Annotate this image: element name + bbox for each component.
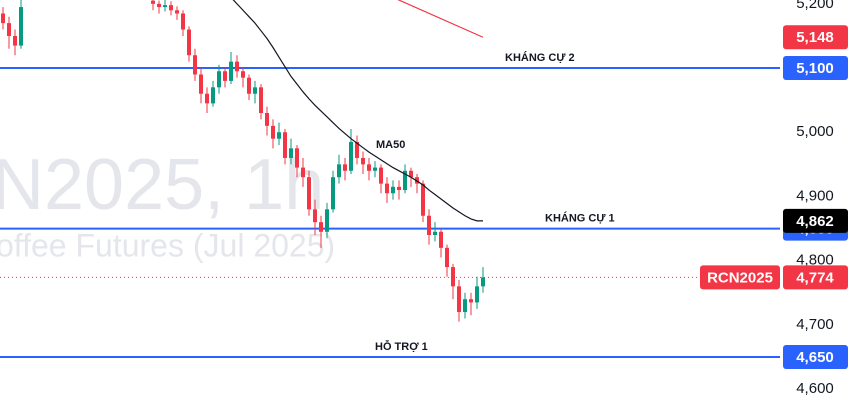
y-tick-label: 4,900	[796, 187, 834, 204]
candle-body	[19, 7, 23, 46]
candle-body	[469, 299, 473, 303]
candle-body	[187, 29, 191, 56]
candle-body	[433, 231, 437, 235]
candle-body	[373, 167, 377, 171]
candle-body	[481, 277, 485, 287]
candle-body	[385, 183, 389, 194]
candle-body	[205, 93, 209, 104]
price-tag-label: 4,774	[796, 269, 834, 286]
candle-body	[427, 215, 431, 235]
level-label: KHÁNG CỰ 2	[505, 51, 575, 64]
candle-body	[193, 55, 197, 75]
candle-body	[7, 23, 11, 36]
candle-body	[331, 177, 335, 210]
candle-body	[391, 186, 395, 194]
watermark-symbol: N2025, 1h	[0, 145, 324, 225]
candle-body	[313, 209, 317, 223]
candle-body	[163, 5, 167, 8]
price-tag	[783, 344, 848, 369]
level-label: KHÁNG CỰ 1	[545, 211, 615, 224]
candle-body	[307, 177, 311, 210]
ma-label: MA50	[376, 139, 405, 151]
y-tick-label: 5,000	[796, 123, 834, 140]
candle-body	[301, 167, 305, 178]
candle-body	[439, 231, 443, 248]
trend-line	[397, 0, 484, 38]
candle-body	[229, 61, 233, 81]
candle-body	[223, 71, 227, 81]
candle-body	[259, 87, 263, 114]
candle-body	[403, 170, 407, 191]
candle-body	[199, 74, 203, 94]
candle-body	[181, 13, 185, 30]
candle-body	[211, 87, 215, 104]
candle-body	[367, 164, 371, 171]
candle-body	[409, 170, 413, 178]
candle-body	[241, 71, 245, 78]
candle-body	[319, 222, 323, 232]
candle-body	[457, 286, 461, 313]
candle-body	[325, 209, 329, 232]
y-tick-label: 4,700	[796, 316, 834, 333]
candle-body	[445, 247, 449, 268]
symbol-tag-label: RCN2025	[707, 269, 773, 286]
candle-body	[175, 10, 179, 14]
candle-body	[463, 299, 467, 313]
watermark-description: offee Futures (Jul 2025)	[0, 227, 335, 263]
candle-body	[355, 141, 359, 158]
y-tick-label: 4,800	[796, 252, 834, 269]
y-tick-label: 4,600	[796, 380, 834, 397]
candle-body	[379, 167, 383, 184]
price-tag	[783, 25, 848, 50]
candle-body	[13, 35, 17, 46]
price-tag	[783, 56, 848, 81]
price-tag	[783, 265, 848, 290]
price-tag-label: 5,148	[796, 29, 834, 46]
candle-body	[397, 186, 401, 191]
candle-body	[265, 113, 269, 126]
price-tag	[783, 208, 848, 233]
candle-body	[283, 132, 287, 158]
candle-body	[157, 3, 161, 8]
candle-body	[1, 13, 5, 24]
y-tick-label: 5,200	[796, 0, 834, 12]
candle-body	[253, 87, 257, 94]
candle-body	[235, 61, 239, 72]
candle-body	[343, 164, 347, 171]
candle-body	[451, 267, 455, 287]
ma-line	[232, 0, 483, 222]
candle-body	[277, 132, 281, 139]
price-tag-label: 4,650	[796, 349, 834, 366]
candle-body	[337, 164, 341, 178]
candle-body	[247, 77, 251, 94]
candle-body	[349, 141, 353, 171]
candle-body	[271, 125, 275, 139]
candle-body	[295, 148, 299, 168]
candle-body	[217, 71, 221, 88]
price-tag-label: 4,862	[796, 213, 834, 230]
symbol-tag	[700, 265, 780, 290]
candle-body	[289, 148, 293, 158]
candle-body	[151, 0, 155, 4]
candle-body	[169, 5, 173, 11]
candle-body	[421, 183, 425, 216]
candle-body	[361, 157, 365, 165]
price-tag-label: 5,100	[796, 60, 834, 77]
level-label: HỖ TRỢ 1	[375, 340, 428, 353]
candle-body	[475, 286, 479, 303]
